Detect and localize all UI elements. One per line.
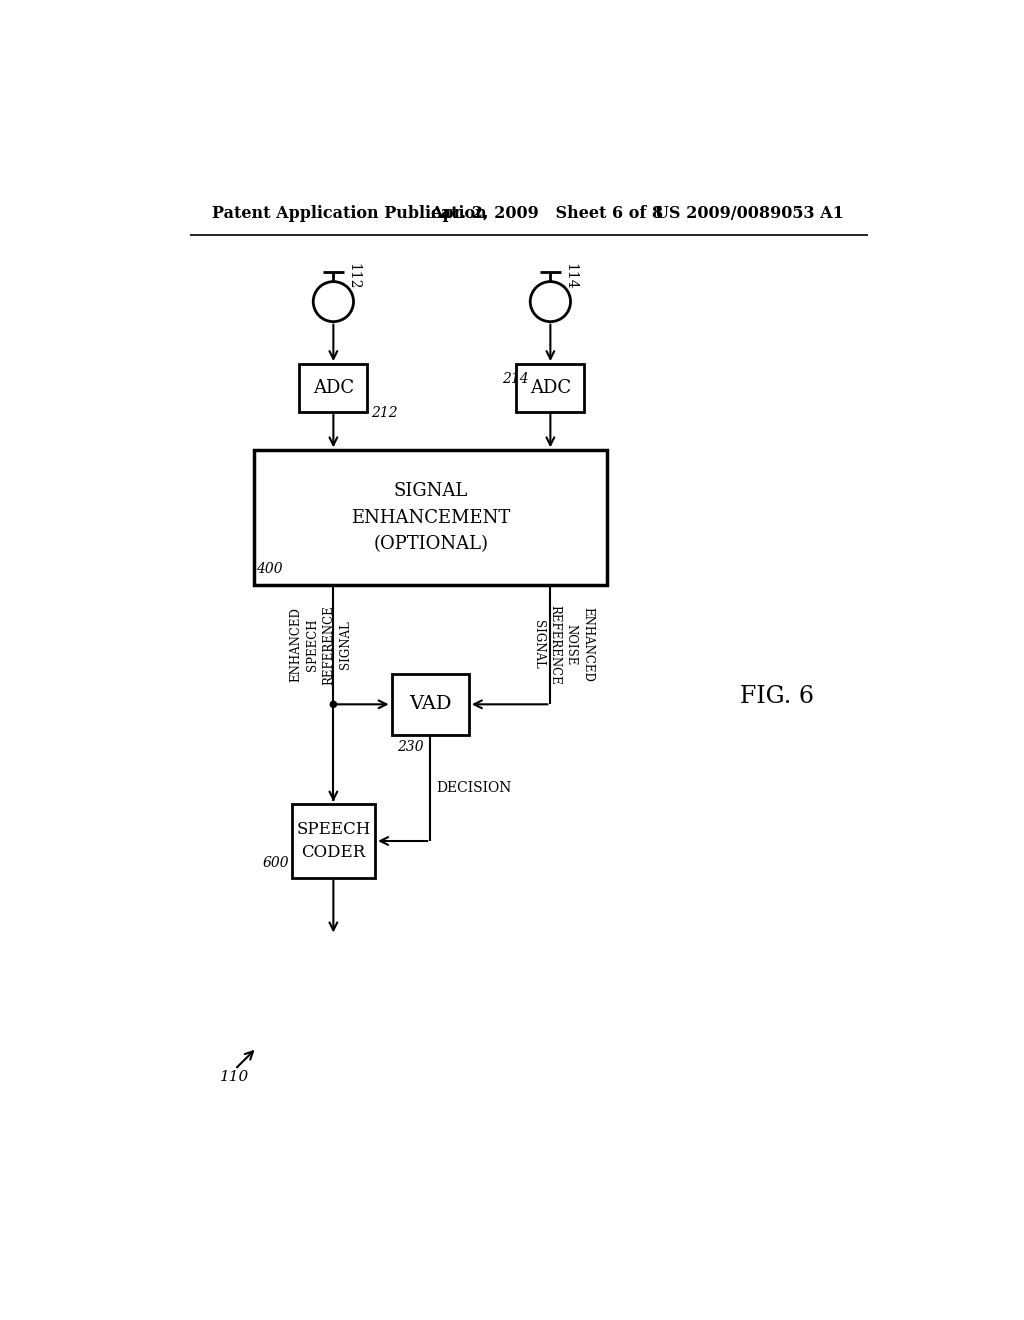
Text: US 2009/0089053 A1: US 2009/0089053 A1 (655, 206, 844, 222)
Text: Apr. 2, 2009   Sheet 6 of 8: Apr. 2, 2009 Sheet 6 of 8 (430, 206, 664, 222)
Text: ADC: ADC (312, 379, 354, 397)
Bar (516, 364, 585, 412)
Text: DECISION: DECISION (436, 781, 512, 795)
Bar (254, 450, 607, 585)
Text: SIGNAL
ENHANCEMENT
(OPTIONAL): SIGNAL ENHANCEMENT (OPTIONAL) (351, 482, 510, 553)
Text: 230: 230 (397, 739, 424, 754)
Bar (292, 804, 375, 878)
Circle shape (331, 701, 337, 708)
Text: FIG. 6: FIG. 6 (740, 685, 814, 708)
Text: ADC: ADC (529, 379, 571, 397)
Text: 112: 112 (346, 263, 360, 289)
Text: 600: 600 (262, 855, 289, 870)
Text: 212: 212 (371, 405, 397, 420)
Text: VAD: VAD (409, 696, 452, 713)
Bar (299, 364, 368, 412)
Bar (391, 673, 469, 735)
Text: ENHANCED
NOISE
REFERENCE
SIGNAL: ENHANCED NOISE REFERENCE SIGNAL (531, 605, 594, 685)
Text: Patent Application Publication: Patent Application Publication (212, 206, 486, 222)
Text: SPEECH
CODER: SPEECH CODER (296, 821, 371, 861)
Text: 110: 110 (219, 1071, 249, 1084)
Text: ENHANCED
SPEECH
REFERENCE
SIGNAL: ENHANCED SPEECH REFERENCE SIGNAL (290, 605, 352, 685)
Text: 114: 114 (563, 263, 578, 289)
Text: 400: 400 (256, 562, 283, 576)
Text: 214: 214 (503, 372, 529, 385)
